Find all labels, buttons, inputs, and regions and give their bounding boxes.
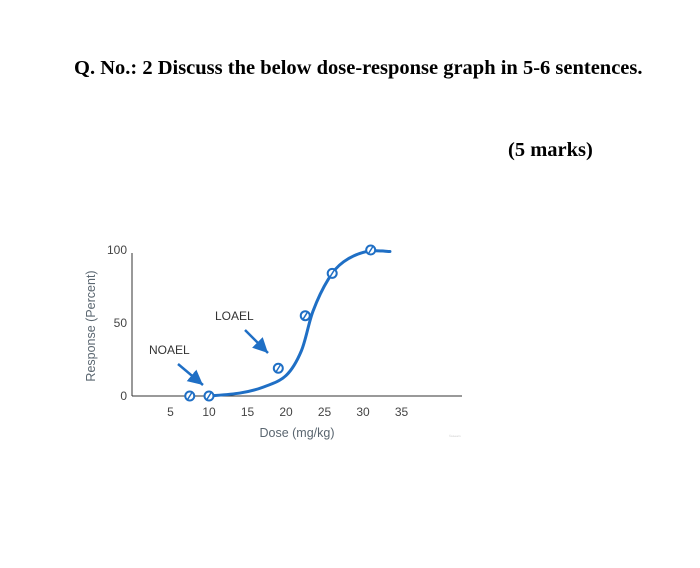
x-tick-group: 5 10 15 20 25 30 35: [167, 405, 408, 419]
data-point-slash: [302, 311, 309, 321]
x-tick-label: 20: [279, 405, 293, 419]
marks-label: (5 marks): [508, 139, 593, 161]
loael-arrow: [244, 329, 269, 354]
loael-label: LOAEL: [215, 309, 254, 323]
x-axis-title: Dose (mg/kg): [259, 426, 334, 440]
y-tick-label: 50: [114, 316, 128, 330]
data-point-slash: [367, 245, 374, 255]
x-tick-label: 35: [395, 405, 409, 419]
x-tick-label: 30: [356, 405, 370, 419]
question-text: Q. No.: 2 Discuss the below dose-respons…: [74, 57, 643, 79]
marker-group: [184, 244, 377, 402]
y-tick-group: 0 50 100: [107, 243, 127, 403]
y-tick-label: 100: [107, 243, 127, 257]
x-tick-label: 10: [202, 405, 216, 419]
noael-label: NOAEL: [149, 343, 190, 357]
noael-arrow: [177, 363, 204, 386]
image-credit: ©eLearn: [449, 434, 461, 438]
data-point-slash: [329, 268, 336, 278]
y-tick-label: 0: [120, 389, 127, 403]
y-axis-title: Response (Percent): [84, 270, 98, 381]
x-tick-label: 15: [241, 405, 255, 419]
x-tick-label: 25: [318, 405, 332, 419]
data-point-slash: [186, 391, 193, 401]
data-point-slash: [275, 363, 282, 373]
data-point-slash: [205, 391, 213, 401]
x-tick-label: 5: [167, 405, 174, 419]
dose-response-curve: [207, 249, 392, 398]
